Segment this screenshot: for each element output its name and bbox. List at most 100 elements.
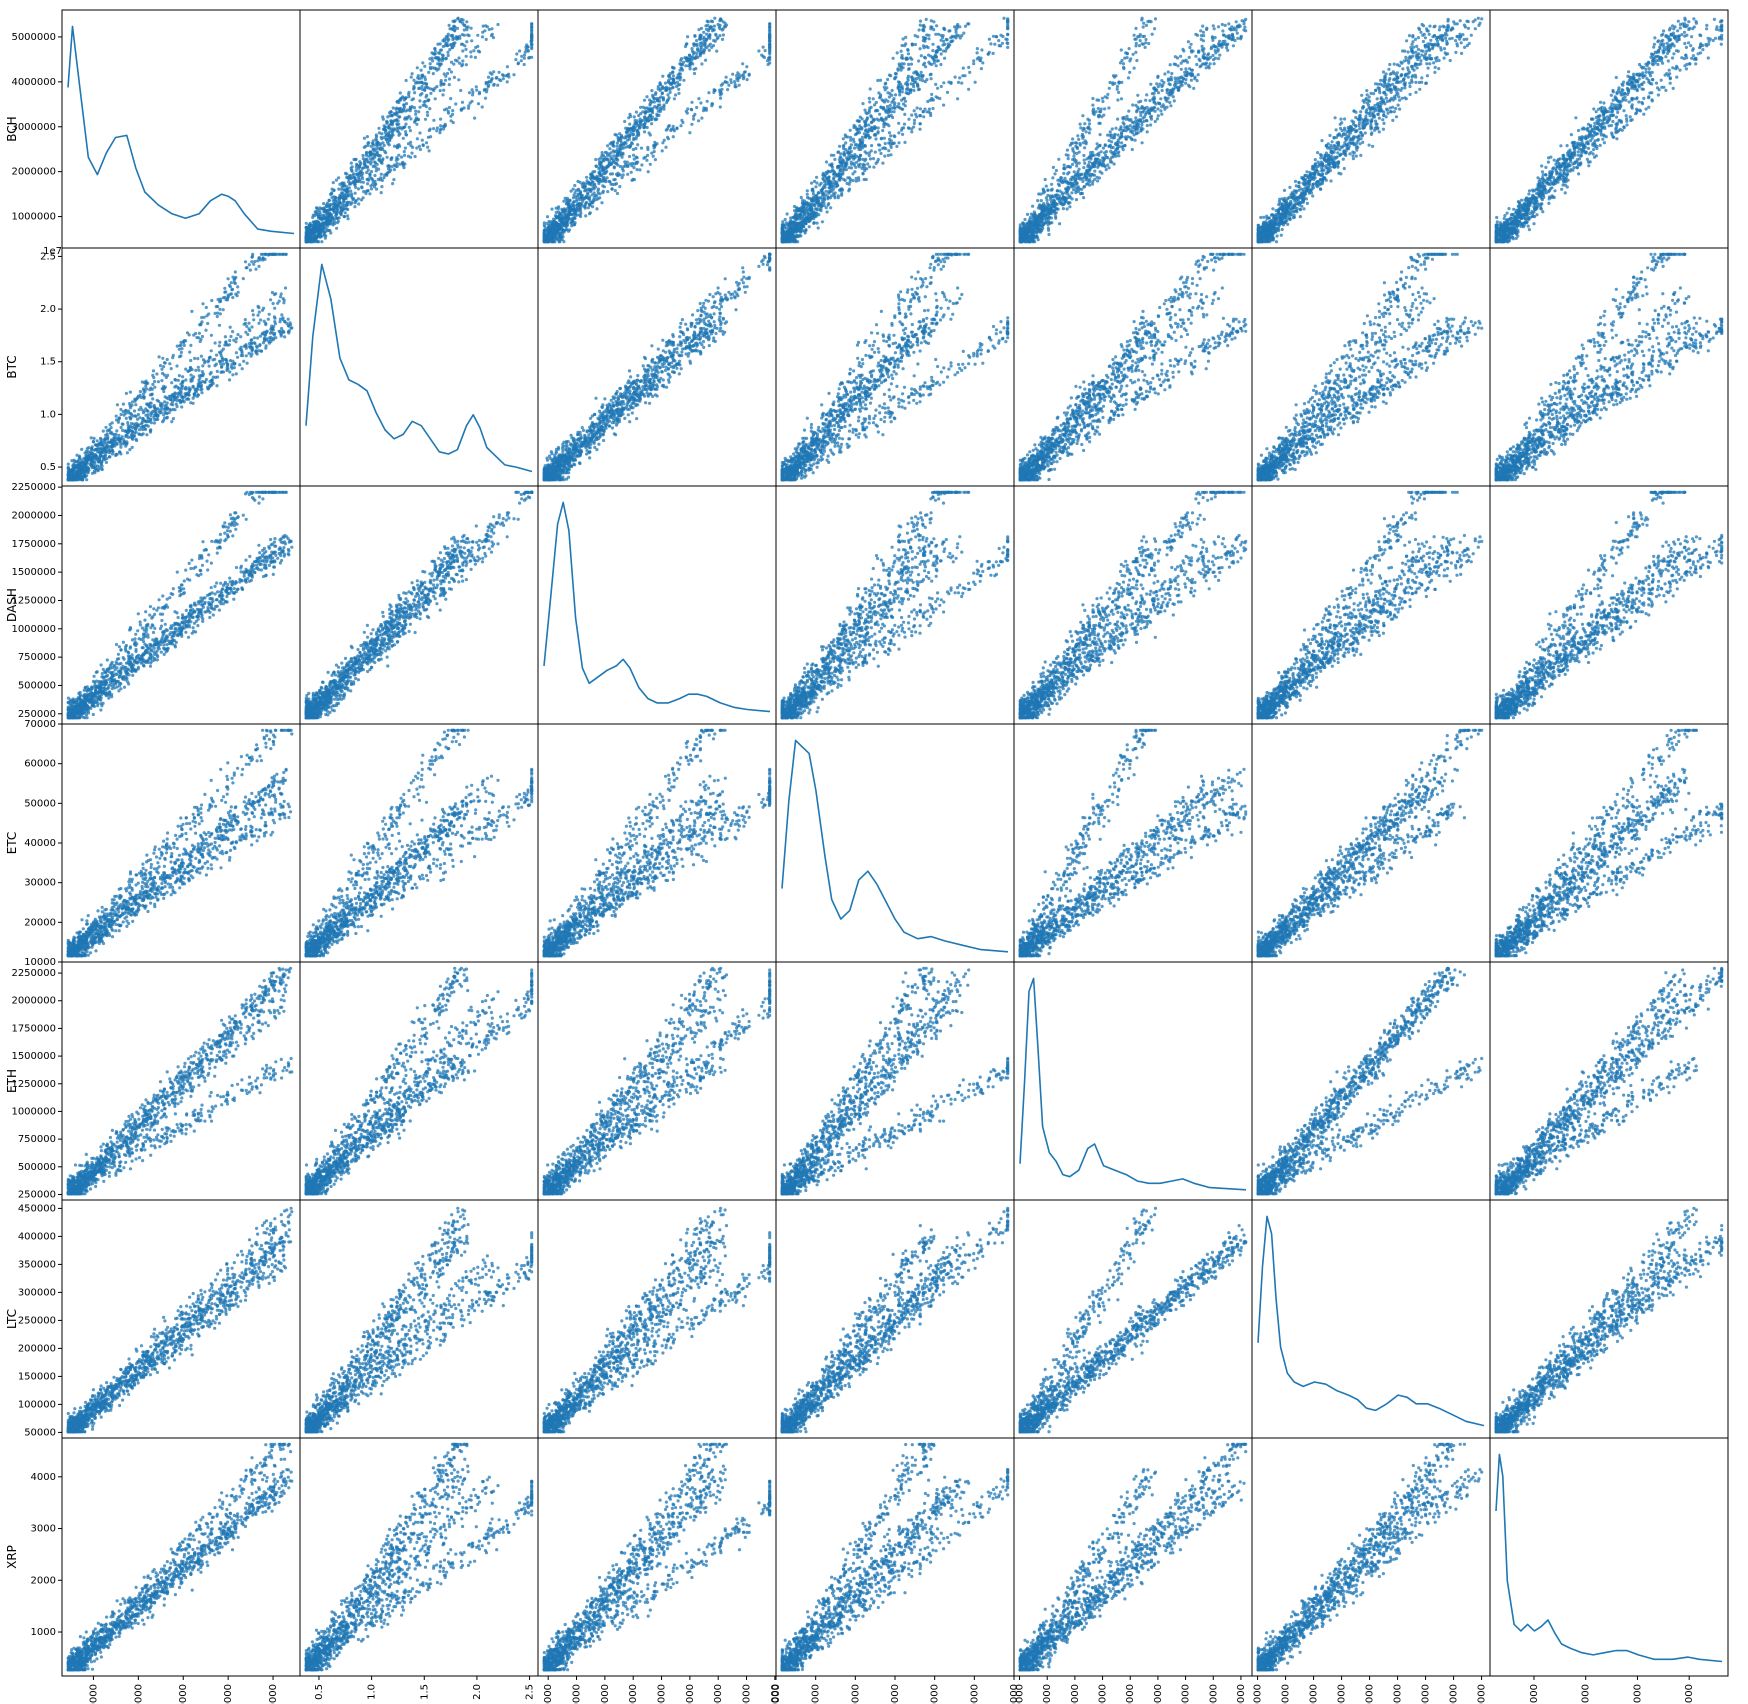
data-point: [741, 62, 744, 65]
data-point: [367, 155, 370, 158]
data-point: [632, 154, 635, 157]
data-point: [377, 127, 380, 130]
data-point: [729, 78, 732, 81]
data-point: [350, 162, 353, 165]
data-point: [576, 204, 579, 207]
data-point: [320, 240, 323, 243]
data-point: [361, 154, 364, 157]
data-point: [626, 165, 629, 168]
data-point: [464, 48, 467, 51]
data-point: [650, 89, 653, 92]
data-point: [442, 54, 445, 57]
data-point: [496, 23, 499, 26]
data-point: [392, 178, 395, 181]
data-point: [412, 79, 415, 82]
panel-BCH-vs-BCH: [62, 10, 300, 248]
data-point: [346, 208, 349, 211]
data-point: [702, 31, 705, 34]
data-point: [591, 180, 594, 183]
data-point: [448, 83, 451, 86]
data-point: [410, 76, 413, 79]
data-point: [375, 169, 378, 172]
data-point: [629, 115, 632, 118]
data-point: [435, 85, 438, 88]
data-point: [341, 208, 344, 211]
data-point: [757, 49, 760, 52]
data-point: [375, 188, 378, 191]
data-point: [305, 240, 308, 243]
data-point: [363, 137, 366, 140]
data-point: [404, 147, 407, 150]
data-point: [462, 18, 465, 21]
data-point: [340, 212, 343, 215]
data-point: [395, 156, 398, 159]
data-point: [417, 110, 420, 113]
data-point: [393, 168, 396, 171]
data-point: [502, 77, 505, 80]
data-point: [424, 118, 427, 121]
data-point: [354, 183, 357, 186]
data-point: [465, 28, 468, 31]
data-point: [654, 91, 657, 94]
data-point: [645, 159, 648, 162]
data-point: [659, 95, 662, 98]
data-point: [481, 105, 484, 108]
data-point: [566, 199, 569, 202]
data-point: [420, 69, 423, 72]
data-point: [445, 37, 448, 40]
data-point: [543, 229, 546, 232]
data-point: [764, 49, 767, 52]
data-point: [371, 142, 374, 145]
data-point: [677, 84, 680, 87]
data-point: [431, 88, 434, 91]
data-point: [501, 73, 504, 76]
data-point: [397, 116, 400, 119]
data-point: [451, 109, 454, 112]
data-point: [387, 126, 390, 129]
data-point: [346, 214, 349, 217]
data-point: [353, 205, 356, 208]
data-point: [498, 71, 501, 74]
data-point: [453, 41, 456, 44]
data-point: [414, 113, 417, 116]
data-point: [460, 64, 463, 67]
data-point: [677, 74, 680, 77]
data-point: [602, 190, 605, 193]
data-point: [382, 176, 385, 179]
data-point: [388, 170, 391, 173]
data-point: [367, 169, 370, 172]
data-point: [369, 150, 372, 153]
panel-BCH-vs-DASH: [538, 10, 776, 248]
data-point: [400, 127, 403, 130]
data-point: [562, 200, 565, 203]
data-point: [585, 176, 588, 179]
data-point: [465, 55, 468, 58]
data-point: [428, 149, 431, 152]
data-point: [448, 68, 451, 71]
data-point: [674, 93, 677, 96]
data-point: [490, 34, 493, 37]
data-point: [340, 188, 343, 191]
data-point: [633, 158, 636, 161]
data-point: [411, 146, 414, 149]
data-point: [582, 186, 585, 189]
data-point: [358, 174, 361, 177]
data-point: [403, 98, 406, 101]
data-point: [421, 61, 424, 64]
data-point: [366, 160, 369, 163]
data-point: [444, 79, 447, 82]
data-point: [629, 145, 632, 148]
data-point: [426, 114, 429, 117]
data-point: [468, 91, 471, 94]
data-point: [369, 173, 372, 176]
data-point: [347, 217, 350, 220]
data-point: [672, 74, 675, 77]
data-point: [518, 49, 521, 52]
data-point: [487, 76, 490, 79]
data-point: [706, 100, 709, 103]
data-point: [477, 102, 480, 105]
data-point: [372, 149, 375, 152]
data-point: [623, 141, 626, 144]
data-point: [476, 45, 479, 48]
data-point: [470, 27, 473, 30]
